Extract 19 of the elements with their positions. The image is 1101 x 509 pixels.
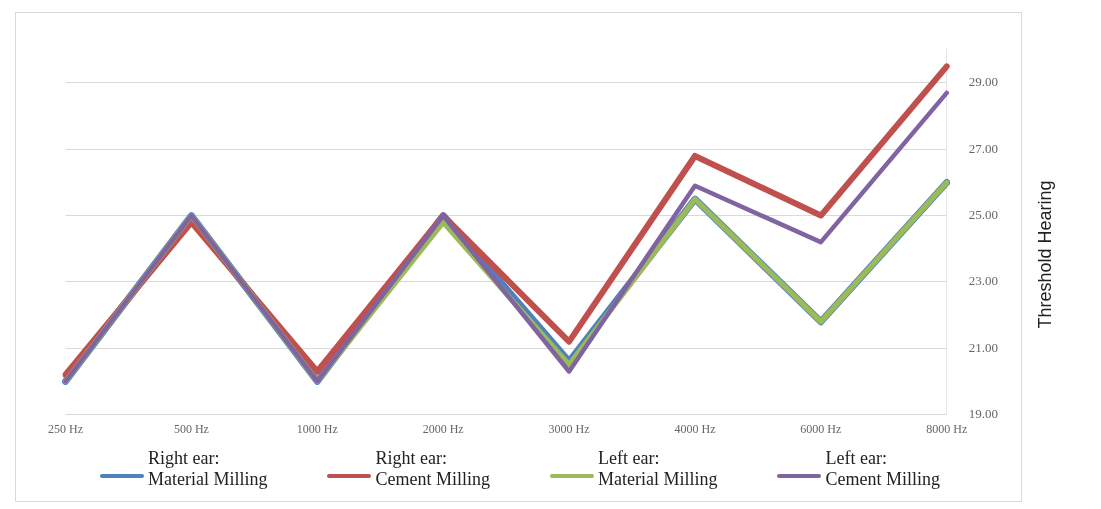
y-tick-label: 25.00: [968, 207, 998, 223]
legend-label: Right ear: Material Milling: [148, 448, 268, 490]
y-tick-label: 19.00: [968, 406, 998, 422]
x-tick-label: 8000 Hz: [926, 421, 968, 436]
y-tick-label: 23.00: [968, 273, 998, 289]
x-tick-label: 250 Hz: [48, 421, 83, 436]
legend-label: Left ear: Material Milling: [597, 448, 718, 490]
x-tick-label: 4000 Hz: [674, 421, 716, 436]
x-tick-label: 1000 Hz: [296, 421, 338, 436]
x-tick-label: 500 Hz: [173, 421, 209, 436]
x-tick-label: 3000 Hz: [548, 421, 590, 436]
legend-label: Left ear: Cement Milling: [825, 448, 940, 490]
legend-label: Right ear: Cement Milling: [375, 448, 490, 490]
y-tick-label: 29.00: [968, 74, 998, 90]
x-tick-label: 6000 Hz: [800, 421, 842, 436]
x-tick-label: 2000 Hz: [422, 421, 464, 436]
y-tick-label: 21.00: [968, 339, 998, 355]
y-axis-title: Threshold Hearing: [1034, 180, 1056, 329]
y-tick-label: 27.00: [968, 140, 998, 156]
